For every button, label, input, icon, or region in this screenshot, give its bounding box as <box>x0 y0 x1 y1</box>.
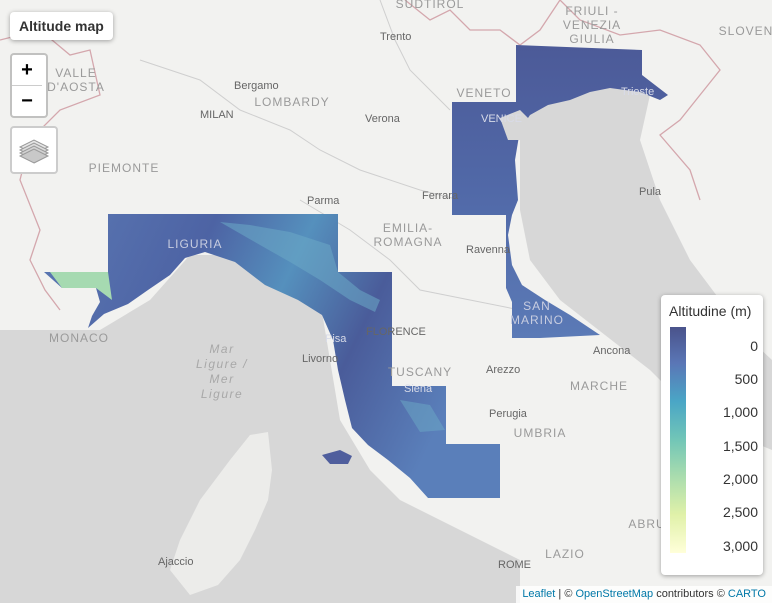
map-title: Altitude map <box>10 12 113 40</box>
legend-tick: 1,500 <box>722 438 758 454</box>
altitude-peaks-amiata <box>400 400 445 432</box>
venice-lagoon <box>500 110 530 140</box>
osm-link[interactable]: OpenStreetMap <box>575 588 654 600</box>
zoom-control: + − <box>10 53 48 118</box>
layers-icon <box>18 139 50 164</box>
attribution-contrib: contributors © <box>653 588 728 600</box>
admin-lines <box>139 0 521 311</box>
legend-color-bar <box>670 327 686 553</box>
attribution-sep: | © <box>555 588 576 600</box>
altitude-legend: Altitudine (m) 0 500 1,000 1,500 2,000 2… <box>661 295 763 575</box>
leaflet-link[interactable]: Leaflet <box>522 588 556 600</box>
legend-tick: 3,000 <box>722 538 758 554</box>
zoom-in-button[interactable]: + <box>21 59 33 81</box>
altitude-peaks-alps <box>50 272 112 300</box>
legend-tick: 2,500 <box>722 504 758 520</box>
ligurian-sea <box>0 255 520 603</box>
elba <box>322 450 352 464</box>
attribution: Leaflet | © OpenStreetMap contributors ©… <box>516 586 772 603</box>
legend-tick: 2,000 <box>722 471 758 487</box>
legend-tick: 1,000 <box>722 404 758 420</box>
altitude-raster-west <box>44 214 500 498</box>
region-borders <box>0 0 721 311</box>
legend-tick: 500 <box>734 371 758 387</box>
zoom-out-button[interactable]: − <box>12 85 42 116</box>
layers-control-button[interactable] <box>10 126 58 174</box>
legend-title: Altitudine (m) <box>669 303 752 319</box>
altitude-peaks-apennines <box>220 222 380 312</box>
carto-link[interactable]: CARTO <box>727 588 766 600</box>
legend-tick: 0 <box>750 338 758 354</box>
corsica <box>170 432 272 595</box>
